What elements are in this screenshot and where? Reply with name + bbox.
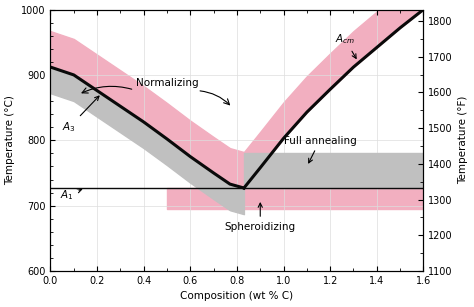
Text: $A_{cm}$: $A_{cm}$ [335, 32, 356, 58]
Text: $A_3$: $A_3$ [62, 96, 99, 134]
Text: Spheroidizing: Spheroidizing [225, 203, 296, 232]
Text: $A_1$: $A_1$ [60, 188, 82, 202]
Y-axis label: Temperature (°C): Temperature (°C) [6, 95, 16, 185]
Text: Normalizing: Normalizing [136, 78, 198, 88]
X-axis label: Composition (wt % C): Composition (wt % C) [181, 291, 293, 301]
Y-axis label: Temperature (°F): Temperature (°F) [458, 96, 468, 185]
Text: Full annealing: Full annealing [283, 136, 356, 163]
